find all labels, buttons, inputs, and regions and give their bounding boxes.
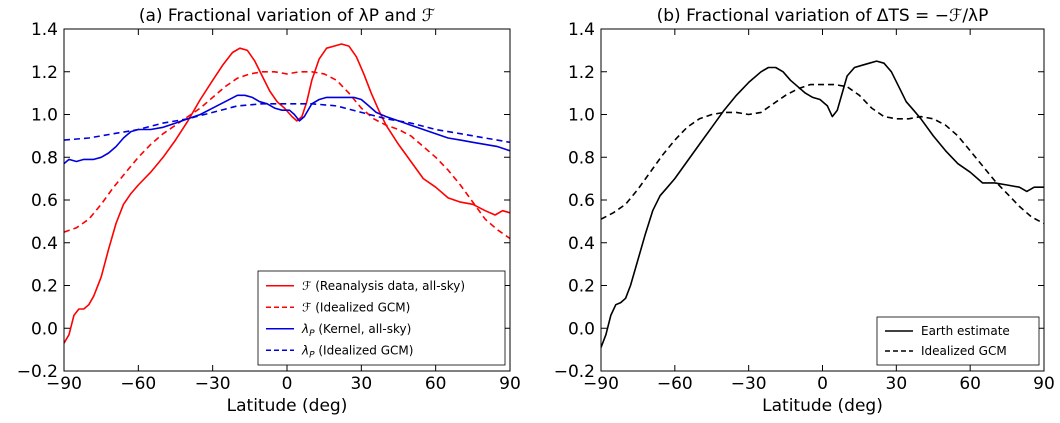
panel-b-y-tick-label: 0.4 [568, 234, 595, 254]
panel-b-series-line-1 [601, 83, 1044, 225]
panel-a-y-tick-label: 0.2 [31, 277, 58, 297]
panel-a-series-line-2 [64, 94, 510, 165]
panel-b-legend: Earth estimate Idealized GCM [876, 316, 1040, 366]
panel-b-y-tick-label: 0.2 [568, 277, 595, 297]
panel-b-x-tick-label: −60 [657, 374, 693, 394]
panel-a-x-ticks: −90 −60 −30 0 30 60 90 [46, 29, 521, 394]
panel-a-x-tick-label: −60 [120, 374, 156, 394]
panel-a-y-tick-label: 1.0 [31, 106, 58, 126]
panel-b-x-tick-label: −90 [583, 374, 619, 394]
panel-a-y-tick-label: −0.2 [17, 362, 58, 382]
panel-a-y-tick-label: 0.8 [31, 148, 58, 168]
panel-a-series-line-1 [64, 71, 510, 240]
panel-b-x-tick-label: −30 [731, 374, 767, 394]
panel-a-series-line-0 [64, 43, 510, 344]
panel-b-series-line-0 [601, 60, 1044, 348]
panel-b-x-tick-label: 0 [817, 374, 828, 394]
panel-b: (b) Fractional variation of ΔTS = −ℱ/λP … [554, 6, 1055, 416]
panel-b-legend-box [876, 316, 1040, 366]
panel-b-y-ticks: −0.2 0.0 0.2 0.4 0.6 0.8 1.0 1.2 1.4 [554, 20, 1044, 382]
panel-a-legend-label: ℱ (Reanalysis data, all-sky) [302, 279, 465, 293]
panel-b-y-tick-label: 0.8 [568, 148, 595, 168]
panel-b-x-tick-label: 60 [959, 374, 981, 394]
panel-b-x-tick-label: 90 [1033, 374, 1055, 394]
panel-b-y-tick-label: 0.0 [568, 319, 595, 339]
panel-a-y-tick-label: 0.0 [31, 319, 58, 339]
panel-b-x-tick-label: 30 [886, 374, 908, 394]
panel-b-plot-area [601, 60, 1044, 348]
panel-a-series-lines [64, 43, 510, 344]
panel-a-x-tick-label: −90 [46, 374, 82, 394]
panel-a-y-tick-label: 0.4 [31, 234, 58, 254]
panel-a-title: (a) Fractional variation of λP and ℱ [139, 6, 435, 26]
panel-a-legend-label: λP (Idealized GCM) [301, 343, 413, 360]
panel-b-y-tick-label: 1.4 [568, 20, 595, 40]
panel-a-x-tick-label: −30 [195, 374, 231, 394]
panel-b-y-tick-label: 1.2 [568, 63, 595, 83]
panel-b-y-tick-label: −0.2 [554, 362, 595, 382]
panel-b-legend-label: Idealized GCM [921, 344, 1007, 358]
panel-b-y-tick-label: 0.6 [568, 191, 595, 211]
panel-a-series-line-3 [64, 103, 510, 144]
panel-a-legend: ℱ (Reanalysis data, all-sky) ℱ (Idealized… [257, 270, 506, 366]
panel-b-x-axis-title: Latitude (deg) [762, 396, 883, 416]
panel-a-plot-area [64, 43, 510, 344]
panel-b-series-lines [601, 60, 1044, 348]
panel-b-legend-label: Earth estimate [921, 324, 1010, 338]
panel-b-title: (b) Fractional variation of ΔTS = −ℱ/λP [657, 6, 989, 26]
panel-a-legend-box [257, 270, 506, 366]
panel-b-x-ticks: −90 −60 −30 0 30 60 90 [583, 29, 1055, 394]
panel-a-legend-label: λP (Kernel, all-sky) [301, 322, 411, 339]
panel-b-y-tick-label: 1.0 [568, 106, 595, 126]
panel-a-x-tick-label: 0 [282, 374, 293, 394]
panel-a-legend-label: ℱ (Idealized GCM) [302, 300, 410, 314]
panel-a-x-tick-label: 30 [351, 374, 373, 394]
panel-a-y-tick-label: 0.6 [31, 191, 58, 211]
panel-a-y-tick-label: 1.4 [31, 20, 58, 40]
panel-a-y-ticks: −0.2 0.0 0.2 0.4 0.6 0.8 1.0 1.2 1.4 [17, 20, 510, 382]
panel-a-x-tick-label: 60 [425, 374, 447, 394]
panel-a: (a) Fractional variation of λP and ℱ −90… [17, 6, 521, 416]
panel-a-y-tick-label: 1.2 [31, 63, 58, 83]
panel-a-x-tick-label: 90 [499, 374, 521, 394]
panel-a-x-axis-title: Latitude (deg) [227, 396, 348, 416]
